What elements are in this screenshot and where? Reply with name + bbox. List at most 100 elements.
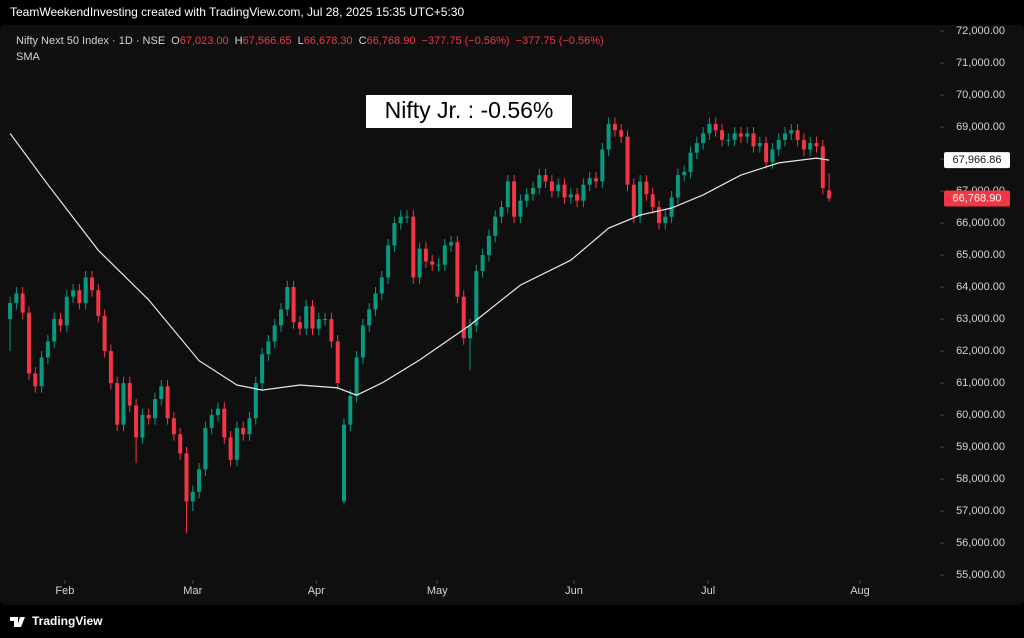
candle-body	[20, 293, 25, 313]
candle-body	[215, 408, 220, 416]
candle-body	[770, 149, 775, 163]
candle-body	[404, 216, 409, 218]
brand-logo	[10, 617, 25, 627]
candle-body	[71, 290, 76, 297]
x-tick-label: Jun	[565, 585, 583, 597]
candle-body	[493, 216, 498, 236]
candle-body	[537, 175, 542, 188]
candle-body	[518, 200, 523, 217]
candle-body	[486, 235, 491, 256]
ohlc-key: H	[235, 35, 243, 47]
candle-body	[367, 309, 372, 326]
y-tick-label: 66,000.00	[956, 217, 1005, 229]
symbol: Nifty Next 50 Index · 1D · NSE	[16, 35, 165, 47]
candle-body	[417, 248, 422, 278]
candle-body	[474, 271, 479, 326]
candle-body	[335, 341, 340, 384]
candle-body	[575, 194, 580, 201]
candle-body	[789, 130, 794, 134]
candle-body	[45, 341, 50, 358]
candle-body	[644, 181, 649, 195]
candle-body	[253, 383, 258, 419]
candle-body	[8, 303, 13, 320]
candle-body	[184, 453, 189, 502]
change: −377.75 (−0.56%)	[422, 35, 510, 47]
candle-body	[499, 207, 504, 217]
candle-body	[581, 184, 586, 201]
candle-body	[720, 130, 725, 140]
footer: TradingView	[10, 614, 103, 628]
y-tick-label: 64,000.00	[956, 281, 1005, 293]
candle-body	[386, 245, 391, 278]
candle-body	[600, 149, 605, 182]
candle-body	[266, 341, 271, 355]
candle-body	[96, 290, 101, 316]
ohlc-value: 66,678.30	[304, 35, 353, 47]
candle-body	[776, 139, 781, 150]
candle-body	[738, 133, 743, 137]
candle-body	[820, 146, 825, 188]
candle-body	[203, 427, 208, 470]
y-tick-label: 55,000.00	[956, 569, 1005, 581]
candle-body	[751, 133, 756, 147]
candle-body	[398, 216, 403, 224]
candle-body	[808, 143, 813, 150]
candle-body	[234, 427, 239, 460]
candle-body	[814, 143, 819, 147]
candle-body	[190, 491, 195, 502]
y-tick-label: 72,000.00	[956, 25, 1005, 37]
candle-body	[568, 194, 573, 198]
candle-body	[159, 386, 164, 400]
y-tick-label: 69,000.00	[956, 121, 1005, 133]
brand: TradingView	[32, 614, 103, 628]
sma-value-label: 67,966.86	[953, 154, 1002, 166]
candle-body	[102, 315, 107, 352]
indicator-legend: SMA	[16, 51, 41, 63]
candle-body	[732, 133, 737, 140]
candle-body	[587, 178, 592, 185]
candle-body	[612, 123, 617, 131]
candle-body	[423, 248, 428, 262]
candle-body	[127, 383, 132, 406]
candle-body	[512, 181, 517, 217]
candle-body	[316, 319, 321, 329]
x-tick-label: Feb	[55, 585, 74, 597]
candle-body	[341, 424, 346, 502]
candle-body	[241, 427, 246, 435]
candle-body	[701, 133, 706, 144]
candle-body	[89, 277, 94, 291]
candle-body	[140, 415, 145, 438]
candle-body	[39, 357, 44, 387]
candle-body	[228, 437, 233, 460]
y-tick-label: 58,000.00	[956, 473, 1005, 485]
x-tick-label: Apr	[308, 585, 325, 597]
candle-body	[631, 184, 636, 217]
candle-body	[745, 133, 750, 137]
ohlc-value: 66,768.90	[367, 35, 416, 47]
candle-body	[392, 223, 397, 246]
candle-body	[713, 123, 718, 131]
x-tick-label: Aug	[850, 585, 870, 597]
candle-body	[278, 309, 283, 326]
candle-body	[757, 143, 762, 147]
candle-body	[178, 434, 183, 454]
change: −377.75 (−0.56%)	[516, 35, 604, 47]
candle-body	[379, 277, 384, 294]
candle-body	[436, 264, 441, 266]
symbol-legend: Nifty Next 50 Index · 1D · NSE O67,023.00…	[16, 35, 604, 47]
candle-body	[638, 181, 643, 217]
candle-body	[606, 123, 611, 150]
candle-body	[171, 418, 176, 435]
candle-body	[77, 290, 82, 304]
ohlc-value: 67,023.00	[180, 35, 229, 47]
candle-body	[707, 123, 712, 134]
candle-body	[556, 184, 561, 192]
candle-body	[625, 136, 630, 185]
candle-body	[14, 293, 19, 304]
y-tick-label: 57,000.00	[956, 505, 1005, 517]
chart-panel	[0, 25, 1024, 605]
candle-body	[108, 351, 113, 384]
candle-body	[430, 261, 435, 265]
ohlc-value: 67,566.65	[243, 35, 292, 47]
